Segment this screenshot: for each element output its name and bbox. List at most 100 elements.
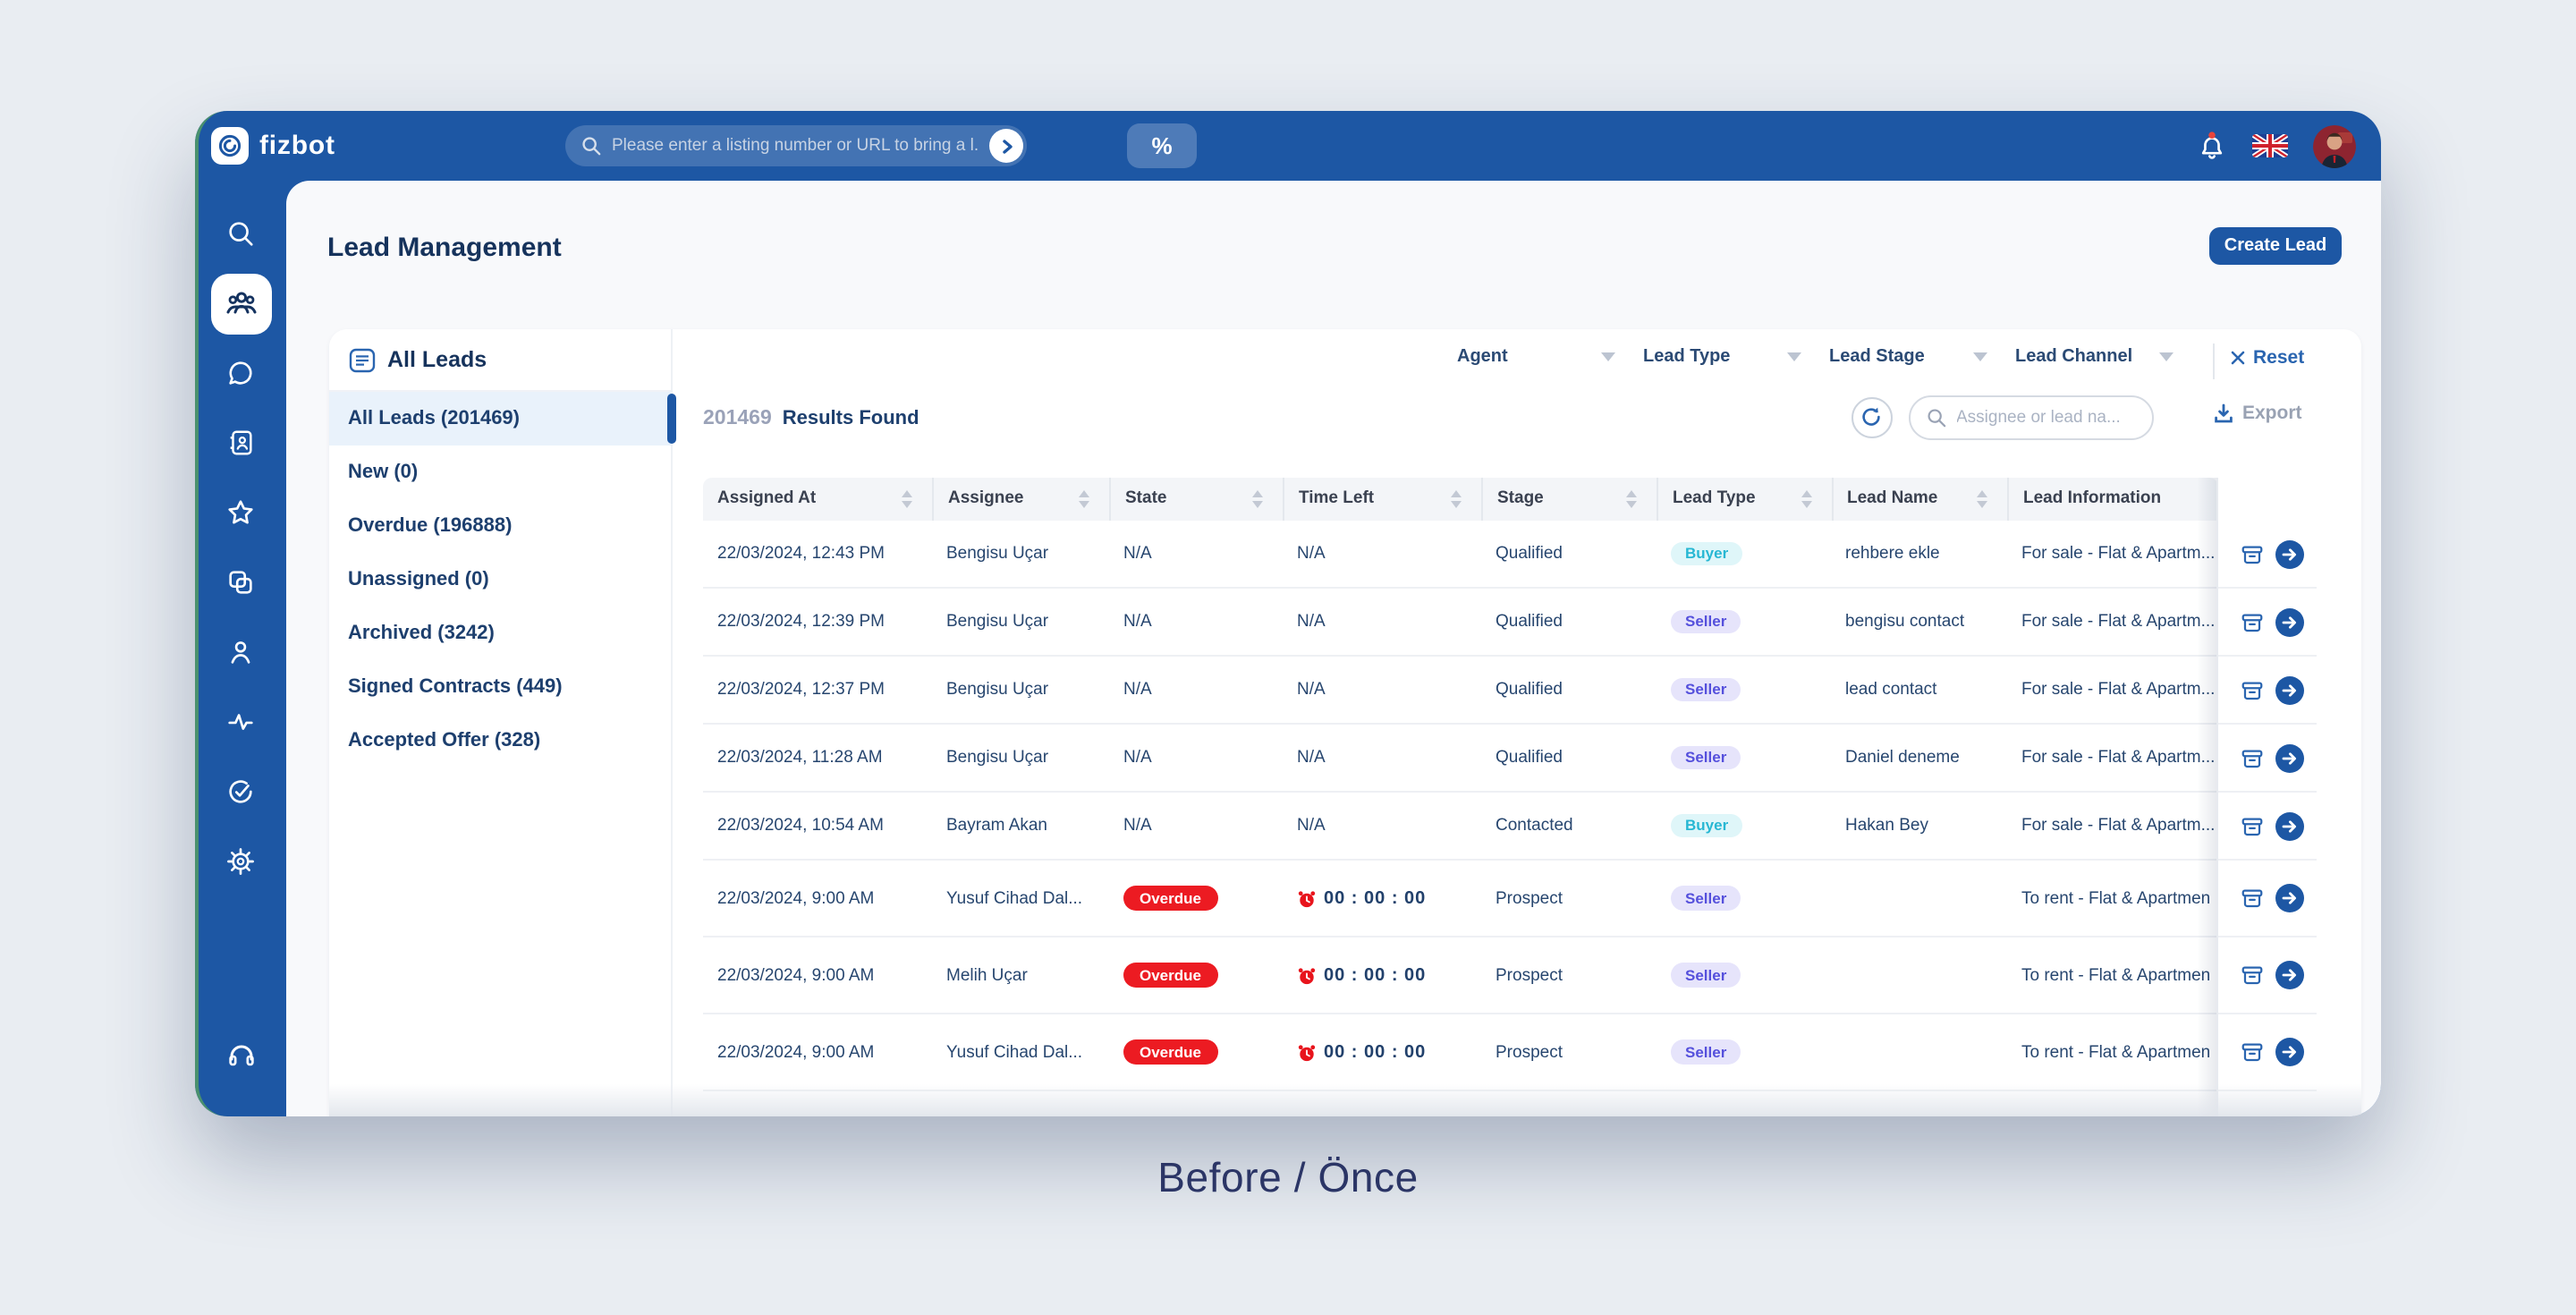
filter-dropdown[interactable]: Lead Stage bbox=[1826, 339, 1997, 373]
sidebar-item-profile[interactable] bbox=[195, 617, 286, 687]
sort-icon[interactable] bbox=[1977, 490, 1987, 507]
lead-status-item[interactable]: Accepted Offer (328) bbox=[328, 713, 670, 767]
lead-status-item[interactable]: Archived (3242) bbox=[328, 606, 670, 659]
open-lead-arrow-button[interactable] bbox=[2275, 961, 2303, 989]
archive-icon[interactable] bbox=[2239, 541, 2264, 566]
uk-flag-icon[interactable] bbox=[2252, 134, 2288, 157]
column-label: Lead Information bbox=[2023, 488, 2162, 509]
assigned-at-cell: 22/03/2024, 12:37 PM bbox=[717, 680, 885, 700]
column-header[interactable]: State bbox=[1109, 477, 1283, 521]
assignee-cell: Melih Uçar bbox=[946, 965, 1028, 985]
assignee-search-input[interactable]: Assignee or lead na... bbox=[1908, 394, 2153, 439]
search-submit-button[interactable] bbox=[989, 129, 1023, 163]
stage-cell: Qualified bbox=[1496, 612, 1563, 632]
results-summary: 201469 Results Found bbox=[703, 407, 919, 428]
overdue-badge: Overdue bbox=[1123, 885, 1217, 912]
archive-icon[interactable] bbox=[2239, 886, 2264, 911]
sidebar-item-chat[interactable] bbox=[195, 338, 286, 408]
sidebar-item-support[interactable] bbox=[195, 1018, 286, 1088]
filter-label: Agent bbox=[1457, 346, 1508, 366]
top-bar: fizbot Please enter a listing number or … bbox=[195, 111, 2381, 181]
sidebar-item-favorites[interactable] bbox=[195, 478, 286, 547]
user-avatar[interactable] bbox=[2313, 124, 2356, 167]
column-header[interactable]: Time Left bbox=[1283, 477, 1481, 521]
sort-icon[interactable] bbox=[1801, 490, 1811, 507]
chevron-down-icon bbox=[2158, 352, 2173, 361]
column-header[interactable]: Assignee bbox=[932, 477, 1109, 521]
sidebar-item-search[interactable] bbox=[195, 199, 286, 268]
sort-icon[interactable] bbox=[1451, 490, 1462, 507]
chevron-down-icon bbox=[1786, 352, 1801, 361]
archive-icon[interactable] bbox=[2239, 609, 2264, 634]
column-header[interactable]: Lead Type bbox=[1657, 477, 1831, 521]
assigned-at-cell: 22/03/2024, 12:43 PM bbox=[717, 544, 885, 564]
alarm-clock-icon bbox=[1297, 888, 1317, 908]
row-actions-cell bbox=[2218, 937, 2317, 1013]
percent-button[interactable]: % bbox=[1127, 123, 1197, 168]
column-header[interactable]: Assigned At bbox=[703, 477, 932, 521]
sort-icon[interactable] bbox=[1626, 490, 1637, 507]
open-lead-arrow-button[interactable] bbox=[2275, 743, 2303, 772]
column-label: State bbox=[1125, 488, 1167, 509]
open-lead-arrow-button[interactable] bbox=[2275, 675, 2303, 704]
lead-status-item[interactable]: Unassigned (0) bbox=[328, 552, 670, 606]
filter-dropdown[interactable]: Agent bbox=[1453, 339, 1625, 373]
column-header[interactable]: Stage bbox=[1481, 477, 1657, 521]
lead-status-item[interactable]: All Leads (201469) bbox=[328, 391, 675, 445]
table-row[interactable]: 22/03/2024, 9:00 AM Yusuf Cihad Dal... O… bbox=[703, 1014, 2317, 1091]
lead-name-cell: lead contact bbox=[1845, 680, 1937, 700]
row-actions-cell bbox=[2218, 1014, 2317, 1090]
column-header[interactable]: Lead Information bbox=[2007, 477, 2218, 521]
open-lead-arrow-button[interactable] bbox=[2275, 539, 2303, 568]
column-header[interactable]: Lead Name bbox=[1831, 477, 2007, 521]
open-lead-arrow-button[interactable] bbox=[2275, 884, 2303, 912]
listing-search-input[interactable]: Please enter a listing number or URL to … bbox=[565, 125, 1027, 166]
table-row[interactable]: 22/03/2024, 12:37 PM Bengisu Uçar N/A N/… bbox=[703, 657, 2317, 725]
lead-information-cell: To rent - Flat & Apartmen bbox=[2021, 1042, 2211, 1062]
table-row[interactable]: 22/03/2024, 12:39 PM Bengisu Uçar N/A N/… bbox=[703, 589, 2317, 657]
filter-dropdown[interactable]: Lead Type bbox=[1640, 339, 1811, 373]
sidebar-item-tasks[interactable] bbox=[195, 757, 286, 827]
filter-dropdown[interactable]: Lead Channel bbox=[2012, 339, 2183, 373]
top-right-cluster bbox=[2197, 111, 2356, 181]
table-row[interactable]: 22/03/2024, 9:00 AM Yusuf Cihad Dal... O… bbox=[703, 861, 2317, 937]
sidebar-item-leads[interactable] bbox=[195, 268, 286, 338]
archive-icon[interactable] bbox=[2239, 1039, 2264, 1065]
lead-status-item[interactable]: Overdue (196888) bbox=[328, 498, 670, 552]
archive-icon[interactable] bbox=[2239, 813, 2264, 838]
leads-card: All Leads All Leads (201469) New (0) bbox=[328, 328, 2360, 1116]
open-lead-arrow-button[interactable] bbox=[2275, 1038, 2303, 1066]
sort-icon[interactable] bbox=[902, 490, 912, 507]
assigned-at-cell: 22/03/2024, 9:00 AM bbox=[717, 1042, 875, 1062]
reset-label: Reset bbox=[2253, 346, 2305, 368]
create-lead-button[interactable]: Create Lead bbox=[2209, 227, 2342, 265]
sort-icon[interactable] bbox=[1079, 490, 1089, 507]
notifications-bell-icon[interactable] bbox=[2197, 130, 2227, 162]
sidebar-item-settings[interactable] bbox=[195, 827, 286, 896]
export-button[interactable]: Export bbox=[2212, 402, 2302, 423]
countdown-timer: 00 : 00 : 00 bbox=[1297, 888, 1426, 908]
lead-status-item[interactable]: New (0) bbox=[328, 445, 670, 498]
table-row[interactable]: 22/03/2024, 9:00 AM Melih Uçar Overdue bbox=[703, 937, 2317, 1014]
state-value: N/A bbox=[1123, 816, 1152, 836]
stage-cell: Prospect bbox=[1496, 965, 1563, 985]
sidebar-item-listings[interactable] bbox=[195, 547, 286, 617]
open-lead-arrow-button[interactable] bbox=[2275, 607, 2303, 636]
sidebar-item-contacts[interactable] bbox=[195, 408, 286, 478]
brand-logo[interactable]: fizbot bbox=[211, 127, 335, 165]
archive-icon[interactable] bbox=[2239, 963, 2264, 988]
archive-icon[interactable] bbox=[2239, 745, 2264, 770]
open-lead-arrow-button[interactable] bbox=[2275, 811, 2303, 840]
sidebar-item-activity[interactable] bbox=[195, 687, 286, 757]
sort-icon[interactable] bbox=[1252, 490, 1263, 507]
assignee-cell: Yusuf Cihad Dal... bbox=[946, 1042, 1083, 1062]
lead-name-cell: Daniel deneme bbox=[1845, 748, 1960, 768]
lead-status-item[interactable]: Signed Contracts (449) bbox=[328, 659, 670, 713]
table-row[interactable]: 22/03/2024, 10:54 AM Bayram Akan N/A N/A bbox=[703, 793, 2317, 861]
refresh-button[interactable] bbox=[1851, 396, 1892, 437]
table-row[interactable]: 22/03/2024, 11:28 AM Bengisu Uçar N/A N/… bbox=[703, 725, 2317, 793]
reset-filters-button[interactable]: Reset bbox=[2230, 346, 2304, 368]
table-row[interactable]: 22/03/2024, 12:43 PM Bengisu Uçar N/A N/… bbox=[703, 521, 2317, 589]
lead-name-cell: bengisu contact bbox=[1845, 612, 1965, 632]
archive-icon[interactable] bbox=[2239, 677, 2264, 702]
